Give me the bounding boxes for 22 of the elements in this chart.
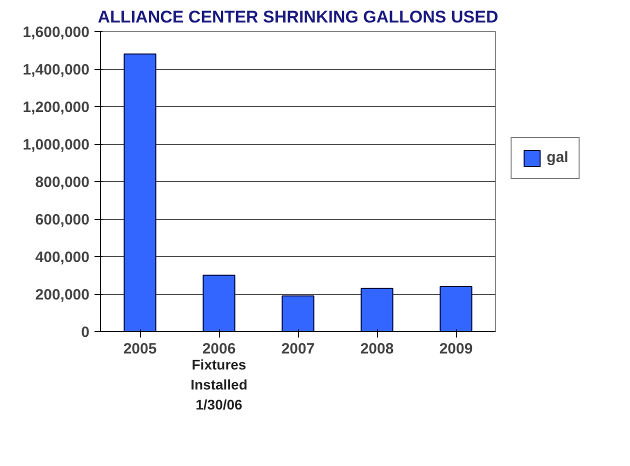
y-tick-label: 1,600,000	[22, 24, 90, 41]
x-tick-label: 2007	[281, 340, 315, 358]
bar	[282, 295, 314, 332]
y-tick-label: 400,000	[35, 249, 90, 266]
x-tick-label: 2005	[123, 340, 157, 358]
y-tick-label: 1,200,000	[22, 99, 90, 116]
bar	[202, 274, 236, 332]
chart-title: ALLIANCE CENTER SHRINKING GALLONS USED	[98, 8, 498, 26]
bar	[360, 288, 394, 332]
x-tick-label: 2009	[439, 340, 473, 358]
y-tick-label: 1,000,000	[22, 136, 90, 154]
y-tick-label: 800,000	[35, 174, 90, 191]
y-tick-label: 200,000	[35, 286, 90, 304]
bar	[124, 54, 156, 332]
y-tick-label: 1,400,000	[22, 62, 90, 78]
x-tick-label: 2006	[202, 340, 236, 358]
y-tick-label: 0	[81, 324, 90, 341]
text: Fixtures Installed 1/30/06	[190, 356, 248, 412]
y-tick-label: 600,000	[35, 212, 90, 228]
legend-label: gal	[546, 149, 568, 166]
bar	[440, 286, 472, 332]
x-tick-label: 2008	[360, 340, 394, 358]
